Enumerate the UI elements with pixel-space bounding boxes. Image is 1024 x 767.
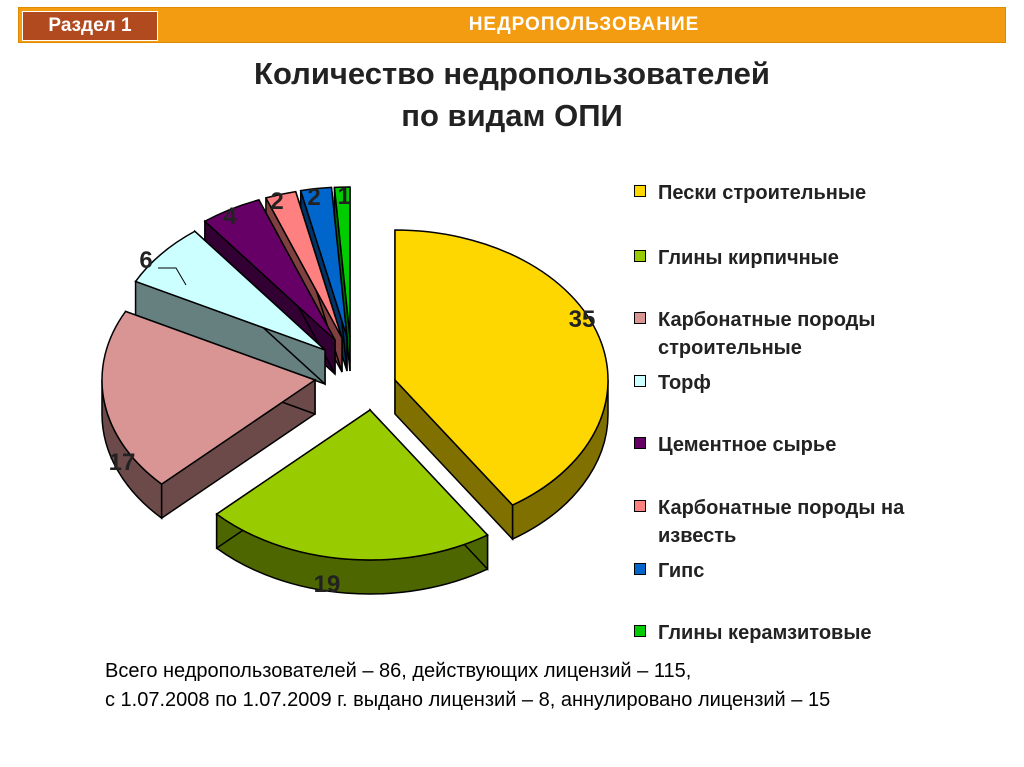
legend-label: Карбонатные породы строительные [658,309,876,359]
legend-swatch [634,250,646,262]
section-label: Раздел 1 [22,11,158,41]
legend-item: Цементное сырье [634,431,978,459]
pie-slices [101,186,609,595]
data-label-5: 4 [223,203,237,230]
data-label-7: 2 [307,184,320,211]
legend-swatch [634,563,646,575]
data-label-1: 35 [569,306,596,333]
legend-label: Гипс [658,560,705,582]
footer-note: Всего недропользователей – 86, действующ… [105,657,830,715]
legend-item: Пески строительные [634,179,978,207]
legend-label: Карбонатные породы на известь [658,497,905,547]
legend-item: Глины кирпичные [634,244,978,272]
page-title-line2: по видам ОПИ [401,98,623,133]
legend-swatch [634,437,646,449]
legend-swatch [634,312,646,324]
header-title: НЕДРОПОЛЬЗОВАНИЕ [468,14,700,35]
legend-swatch [634,500,646,512]
data-label-3: 17 [109,449,136,476]
leader-line [158,267,187,286]
footer-line1: Всего недропользователей – 86, действующ… [105,660,692,682]
pie-slice-top [333,186,351,338]
legend-label: Торф [658,372,711,394]
legend-label: Цементное сырье [658,434,837,456]
legend-item: Карбонатные породы на известь [634,494,978,550]
pie-slice-top [215,409,489,561]
header-bar: Раздел 1 НЕДРОПОЛЬЗОВАНИЕ [18,7,1006,43]
legend-swatch [634,375,646,387]
pie-slice-2 [215,408,489,595]
legend-label: Пески строительные [658,182,867,204]
legend-label: Глины кирпичные [658,247,839,269]
data-label-2: 19 [314,571,341,598]
pie-slice-4 [134,229,326,386]
pie-slice-1 [394,229,609,541]
pie-slice-top [134,230,326,351]
data-label-4: 6 [139,247,152,274]
legend-item: Карбонатные породы строительные [634,306,978,362]
page-title-line1: Количество недропользователей [254,56,770,91]
legend-swatch [634,185,646,197]
pie-slice-top [101,310,317,486]
page-title: Количество недропользователей по видам О… [0,53,1024,137]
legend-swatch [634,625,646,637]
pie-slice-top [299,186,348,338]
footer-line2: с 1.07.2008 по 1.07.2009 г. выдано лицен… [105,689,831,711]
pie-slice-top [264,190,343,339]
pie-slice-3 [101,310,317,520]
legend-label: Глины керамзитовые [658,622,872,644]
legend-item: Глины керамзитовые [634,619,978,647]
legend-item: Торф [634,369,978,397]
pie-slice-top [394,229,609,507]
data-label-8: 1 [337,183,350,210]
data-label-6: 2 [270,188,283,215]
legend-item: Гипс [634,557,978,585]
pie-slice-top [203,199,336,341]
